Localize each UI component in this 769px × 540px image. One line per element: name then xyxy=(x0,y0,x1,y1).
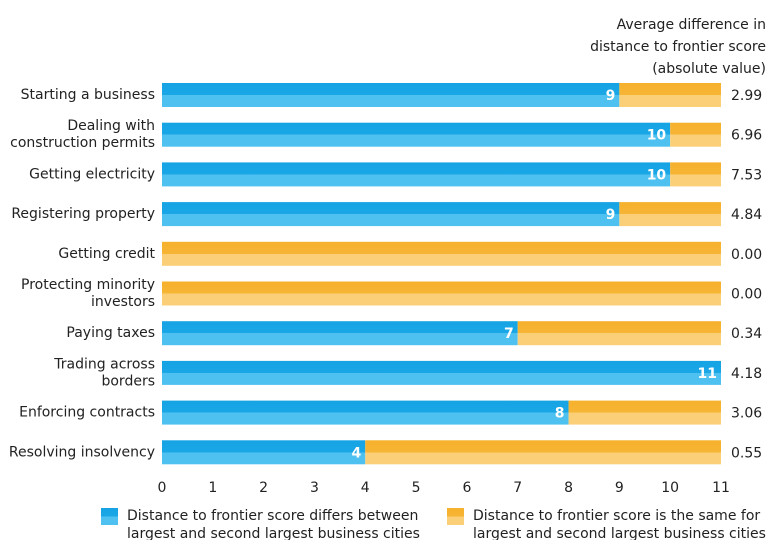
x-tick-label: 1 xyxy=(208,480,217,496)
legend-label-line: largest and second largest business citi… xyxy=(473,526,766,540)
bar-same xyxy=(162,241,721,266)
average-difference-value: 4.18 xyxy=(731,366,762,382)
x-tick-label: 3 xyxy=(310,480,319,496)
right-column-header: Average difference in distance to frontie… xyxy=(590,17,766,77)
x-axis: 0 1 2 3 4 5 6 7 8 9 10 11 xyxy=(158,480,730,496)
bar-same xyxy=(365,440,721,465)
x-tick-label: 6 xyxy=(462,480,471,496)
x-tick-label: 7 xyxy=(513,480,522,496)
bar-differs xyxy=(162,202,620,227)
right-column-header-line: Average difference in xyxy=(617,17,766,33)
bar-differs xyxy=(162,162,671,187)
bar-differs xyxy=(162,440,366,465)
bar-same xyxy=(619,202,721,227)
legend-label-line: largest and second largest business citi… xyxy=(127,526,420,540)
average-difference-value: 7.53 xyxy=(731,167,762,183)
bar-value-label: 8 xyxy=(555,406,565,422)
legend: Distance to frontier score differs betwe… xyxy=(101,508,766,540)
category-label: Protecting minority investors xyxy=(21,277,155,310)
x-tick-label: 4 xyxy=(361,480,370,496)
bar-value-label: 4 xyxy=(352,445,362,461)
average-difference-value: 0.00 xyxy=(731,287,762,303)
average-difference-value: 4.84 xyxy=(731,207,762,223)
category-label: Starting a business xyxy=(21,87,155,103)
legend-label-line: Distance to frontier score is the same f… xyxy=(473,508,760,524)
bar-value-label: 10 xyxy=(647,128,667,144)
bar-same xyxy=(619,83,721,107)
bar-value-label: 9 xyxy=(606,207,616,223)
category-label: Paying taxes xyxy=(66,325,155,341)
category-label: Resolving insolvency xyxy=(9,444,155,460)
bars: 9 10 10 9 7 11 8 4 xyxy=(162,83,721,465)
right-column-values: 2.99 6.96 7.53 4.84 0.00 0.00 0.34 4.18 3.06 0.55 xyxy=(731,88,762,461)
average-difference-value: 2.99 xyxy=(731,88,762,104)
bar-differs xyxy=(162,83,620,107)
bar-value-label: 10 xyxy=(647,167,667,183)
legend-swatch-same xyxy=(447,508,464,525)
bar-differs xyxy=(162,360,721,385)
average-difference-value: 0.55 xyxy=(731,445,762,461)
bar-same xyxy=(670,162,721,187)
category-label: Enforcing contracts xyxy=(19,405,155,421)
bar-value-label: 9 xyxy=(606,88,616,104)
category-label: Trading across borders xyxy=(53,356,155,389)
x-tick-label: 2 xyxy=(259,480,268,496)
category-label: Getting credit xyxy=(58,246,155,262)
x-tick-label: 0 xyxy=(158,480,167,496)
bar-same xyxy=(517,321,721,346)
category-label: Registering property xyxy=(11,206,155,222)
x-tick-label: 10 xyxy=(661,480,679,496)
legend-swatch-differs xyxy=(101,508,118,525)
bar-same xyxy=(670,122,721,147)
right-column-header-line: (absolute value) xyxy=(652,61,766,77)
average-difference-value: 0.34 xyxy=(731,326,762,342)
x-tick-label: 5 xyxy=(412,480,421,496)
right-column-header-line: distance to frontier score xyxy=(590,39,766,55)
bar-differs xyxy=(162,122,671,147)
bar-differs xyxy=(162,321,518,346)
category-label: Dealing with construction permits xyxy=(10,118,155,151)
bar-same xyxy=(568,400,721,425)
bar-value-label: 11 xyxy=(698,366,717,382)
bar-differs xyxy=(162,400,569,425)
average-difference-value: 3.06 xyxy=(731,406,762,422)
average-difference-value: 6.96 xyxy=(731,128,762,144)
category-label: Getting electricity xyxy=(29,166,155,182)
bar-same xyxy=(162,281,721,306)
x-tick-label: 9 xyxy=(615,480,624,496)
legend-label-line: Distance to frontier score differs betwe… xyxy=(127,508,418,524)
x-tick-label: 8 xyxy=(564,480,573,496)
x-tick-label: 11 xyxy=(712,480,730,496)
category-labels: Starting a business Dealing with construct… xyxy=(9,87,156,460)
bar-value-label: 7 xyxy=(504,326,514,342)
average-difference-value: 0.00 xyxy=(731,247,762,263)
